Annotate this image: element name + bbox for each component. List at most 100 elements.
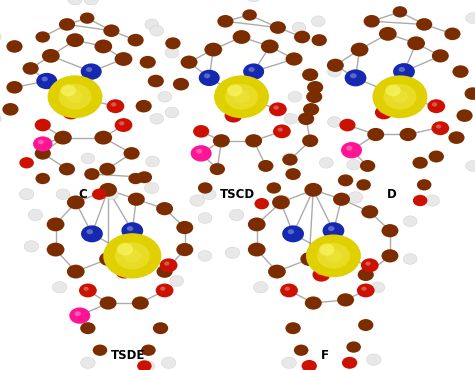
Circle shape <box>111 102 116 107</box>
Circle shape <box>204 43 222 57</box>
Circle shape <box>36 31 50 43</box>
Circle shape <box>302 134 318 147</box>
Circle shape <box>141 344 156 356</box>
Circle shape <box>365 262 371 266</box>
Circle shape <box>84 287 89 291</box>
Circle shape <box>199 70 220 86</box>
Circle shape <box>198 250 212 261</box>
Circle shape <box>345 70 366 86</box>
Circle shape <box>193 125 209 138</box>
Circle shape <box>6 81 22 94</box>
Circle shape <box>69 307 90 324</box>
Circle shape <box>294 31 310 43</box>
Circle shape <box>35 147 51 160</box>
Circle shape <box>285 287 290 291</box>
Circle shape <box>68 0 82 5</box>
Circle shape <box>417 179 431 191</box>
Circle shape <box>128 193 145 206</box>
Circle shape <box>288 229 294 234</box>
Circle shape <box>106 99 124 113</box>
Circle shape <box>383 84 417 110</box>
Circle shape <box>277 128 283 132</box>
Circle shape <box>284 114 298 124</box>
Circle shape <box>248 218 266 231</box>
Circle shape <box>371 282 385 293</box>
Circle shape <box>399 128 417 141</box>
Text: TSDE: TSDE <box>111 349 145 362</box>
Circle shape <box>270 21 286 34</box>
Circle shape <box>274 105 279 110</box>
Circle shape <box>160 258 178 272</box>
Circle shape <box>99 252 117 266</box>
Circle shape <box>59 18 75 31</box>
Circle shape <box>0 32 1 42</box>
Circle shape <box>342 357 357 369</box>
Circle shape <box>337 293 354 306</box>
Circle shape <box>140 56 156 68</box>
Circle shape <box>99 183 117 197</box>
Circle shape <box>115 242 150 269</box>
Circle shape <box>385 84 401 96</box>
Circle shape <box>436 124 441 128</box>
Circle shape <box>120 268 125 272</box>
Circle shape <box>119 121 124 125</box>
Circle shape <box>466 13 475 23</box>
Circle shape <box>248 67 255 72</box>
Circle shape <box>412 157 428 169</box>
Circle shape <box>302 360 317 370</box>
Circle shape <box>214 75 269 118</box>
Text: F: F <box>322 349 329 362</box>
Circle shape <box>247 0 261 2</box>
Circle shape <box>81 357 95 369</box>
Circle shape <box>28 209 43 221</box>
Circle shape <box>346 146 352 151</box>
Circle shape <box>305 296 322 310</box>
Circle shape <box>35 119 51 131</box>
Circle shape <box>190 195 204 206</box>
Circle shape <box>323 222 344 239</box>
Circle shape <box>128 173 143 184</box>
Circle shape <box>393 63 415 80</box>
Circle shape <box>117 243 133 255</box>
Circle shape <box>227 84 242 96</box>
Circle shape <box>67 90 83 103</box>
Circle shape <box>48 75 103 118</box>
Circle shape <box>254 282 268 293</box>
Circle shape <box>248 243 266 256</box>
Circle shape <box>204 73 210 78</box>
Circle shape <box>298 112 314 125</box>
Circle shape <box>58 84 92 110</box>
Circle shape <box>122 222 143 239</box>
Circle shape <box>93 344 107 356</box>
Text: C: C <box>79 188 87 201</box>
Circle shape <box>292 22 306 33</box>
Circle shape <box>67 265 85 279</box>
Circle shape <box>229 112 234 116</box>
Circle shape <box>328 117 341 127</box>
Circle shape <box>124 147 140 160</box>
Circle shape <box>306 91 322 103</box>
Circle shape <box>84 0 98 5</box>
Circle shape <box>367 354 381 365</box>
Circle shape <box>137 360 152 370</box>
Circle shape <box>361 287 367 291</box>
Text: D: D <box>387 188 397 201</box>
Circle shape <box>22 62 38 75</box>
Circle shape <box>157 265 173 278</box>
Circle shape <box>403 216 417 226</box>
Circle shape <box>148 75 164 87</box>
Circle shape <box>444 27 460 40</box>
Circle shape <box>425 195 439 206</box>
Circle shape <box>372 75 428 118</box>
Circle shape <box>213 134 230 147</box>
Circle shape <box>144 182 159 194</box>
Circle shape <box>275 195 289 206</box>
Circle shape <box>136 100 152 112</box>
Circle shape <box>176 243 193 256</box>
Circle shape <box>127 34 143 47</box>
Circle shape <box>54 131 72 145</box>
Circle shape <box>288 91 302 102</box>
Circle shape <box>300 252 318 266</box>
Circle shape <box>217 15 233 28</box>
Circle shape <box>361 258 379 272</box>
